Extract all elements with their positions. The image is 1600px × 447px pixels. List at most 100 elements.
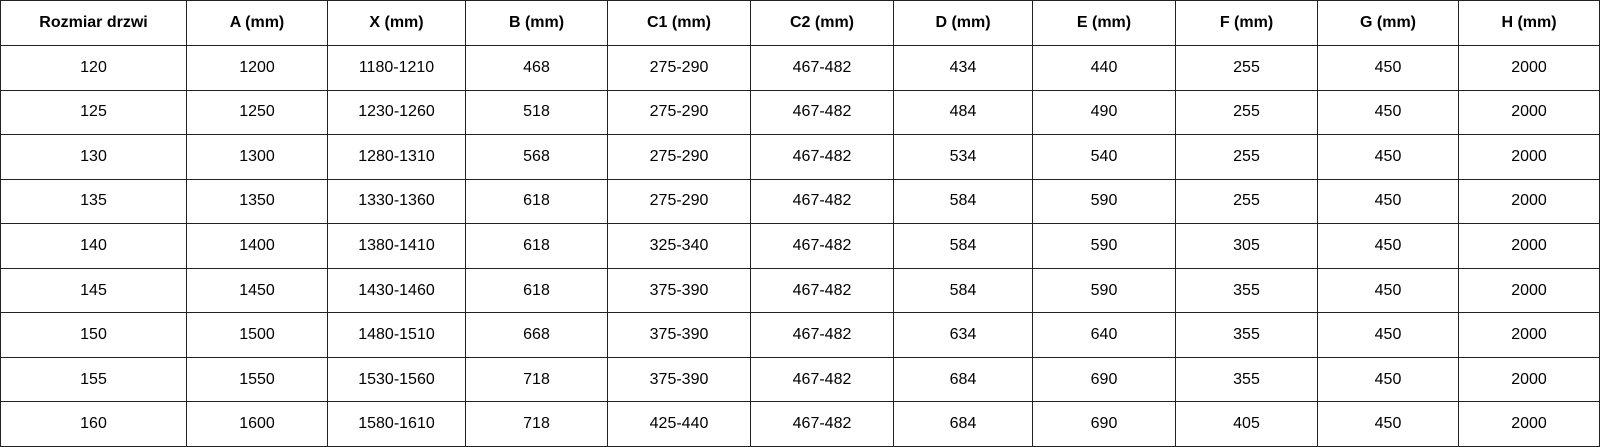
table-cell: 634	[893, 312, 1033, 358]
table-cell: 355	[1175, 267, 1318, 314]
table-cell: 690	[1032, 356, 1176, 403]
table-cell: 1230-1260	[327, 89, 466, 136]
table-cell: 1580-1610	[327, 401, 466, 447]
table-cell: 718	[465, 401, 608, 447]
table-cell: 2000	[1458, 356, 1600, 403]
table-cell: 467-482	[750, 89, 894, 136]
table-cell: 684	[893, 356, 1033, 403]
table-cell: 1500	[186, 312, 328, 358]
table-row: 120 1200 1180-1210 468 275-290 467-482 434 440 2…	[0, 45, 1600, 91]
table-cell: 2000	[1458, 89, 1600, 136]
table-cell: 255	[1175, 89, 1318, 136]
table-cell: 1350	[186, 178, 328, 225]
column-header: B (mm)	[465, 0, 608, 46]
table-row: 130 1300 1280-1310 568 275-290 467-482 534 540 2…	[0, 134, 1600, 180]
table-cell: 568	[465, 134, 608, 180]
table-cell: 467-482	[750, 312, 894, 358]
table-cell: 375-390	[607, 312, 751, 358]
table-cell: 450	[1317, 45, 1459, 91]
table-cell: 484	[893, 89, 1033, 136]
table-cell: 540	[1032, 134, 1176, 180]
table-cell: 275-290	[607, 45, 751, 91]
table-cell: 1380-1410	[327, 223, 466, 269]
table-cell: 405	[1175, 401, 1318, 447]
table-cell: 1180-1210	[327, 45, 466, 91]
table-cell: 1530-1560	[327, 356, 466, 403]
table-cell: 584	[893, 267, 1033, 314]
column-header: C1 (mm)	[607, 0, 751, 46]
table-cell: 1600	[186, 401, 328, 447]
table-row: 140 1400 1380-1410 618 325-340 467-482 584 590 3…	[0, 223, 1600, 269]
table-cell: 1480-1510	[327, 312, 466, 358]
table-cell: 534	[893, 134, 1033, 180]
table-cell: 135	[0, 178, 187, 225]
table-cell: 125	[0, 89, 187, 136]
table-cell: 1330-1360	[327, 178, 466, 225]
table-cell: 467-482	[750, 223, 894, 269]
table-cell: 590	[1032, 267, 1176, 314]
table-cell: 690	[1032, 401, 1176, 447]
table-cell: 450	[1317, 89, 1459, 136]
table-cell: 467-482	[750, 401, 894, 447]
table-cell: 684	[893, 401, 1033, 447]
table-cell: 450	[1317, 178, 1459, 225]
table-cell: 355	[1175, 312, 1318, 358]
header-row: Rozmiar drzwi A (mm) X (mm) B (mm) C1 (mm) C2…	[0, 0, 1600, 46]
table-cell: 160	[0, 401, 187, 447]
table-cell: 275-290	[607, 134, 751, 180]
table-cell: 450	[1317, 356, 1459, 403]
table-cell: 450	[1317, 134, 1459, 180]
table-cell: 145	[0, 267, 187, 314]
table-row: 135 1350 1330-1360 618 275-290 467-482 584 590 2…	[0, 178, 1600, 225]
table-cell: 275-290	[607, 89, 751, 136]
table-cell: 467-482	[750, 267, 894, 314]
table-cell: 450	[1317, 401, 1459, 447]
table-cell: 130	[0, 134, 187, 180]
column-header: F (mm)	[1175, 0, 1318, 46]
column-header: C2 (mm)	[750, 0, 894, 46]
table-cell: 450	[1317, 223, 1459, 269]
table-cell: 150	[0, 312, 187, 358]
table-cell: 440	[1032, 45, 1176, 91]
table-cell: 1250	[186, 89, 328, 136]
table-row: 160 1600 1580-1610 718 425-440 467-482 684 690 4…	[0, 401, 1600, 447]
table-cell: 450	[1317, 312, 1459, 358]
table-cell: 2000	[1458, 312, 1600, 358]
table-cell: 375-390	[607, 267, 751, 314]
table-cell: 468	[465, 45, 608, 91]
table-cell: 1450	[186, 267, 328, 314]
table-cell: 325-340	[607, 223, 751, 269]
table-cell: 2000	[1458, 267, 1600, 314]
table-cell: 375-390	[607, 356, 751, 403]
table-cell: 1200	[186, 45, 328, 91]
table-cell: 2000	[1458, 178, 1600, 225]
table-cell: 518	[465, 89, 608, 136]
table-cell: 2000	[1458, 134, 1600, 180]
table-cell: 467-482	[750, 134, 894, 180]
table-cell: 120	[0, 45, 187, 91]
table-cell: 490	[1032, 89, 1176, 136]
column-header: H (mm)	[1458, 0, 1600, 46]
table-row: 125 1250 1230-1260 518 275-290 467-482 484 490 2…	[0, 89, 1600, 136]
table-cell: 255	[1175, 178, 1318, 225]
table-row: 150 1500 1480-1510 668 375-390 467-482 634 640 3…	[0, 312, 1600, 358]
table-cell: 140	[0, 223, 187, 269]
table-cell: 618	[465, 267, 608, 314]
table-cell: 668	[465, 312, 608, 358]
table-cell: 434	[893, 45, 1033, 91]
table-cell: 255	[1175, 45, 1318, 91]
table-cell: 467-482	[750, 178, 894, 225]
table-cell: 2000	[1458, 401, 1600, 447]
table-cell: 584	[893, 223, 1033, 269]
table-cell: 155	[0, 356, 187, 403]
table-cell: 355	[1175, 356, 1318, 403]
table-cell: 255	[1175, 134, 1318, 180]
table-cell: 1430-1460	[327, 267, 466, 314]
table-cell: 450	[1317, 267, 1459, 314]
column-header: A (mm)	[186, 0, 328, 46]
column-header: Rozmiar drzwi	[0, 0, 187, 46]
table-cell: 1550	[186, 356, 328, 403]
table-cell: 305	[1175, 223, 1318, 269]
column-header: D (mm)	[893, 0, 1033, 46]
